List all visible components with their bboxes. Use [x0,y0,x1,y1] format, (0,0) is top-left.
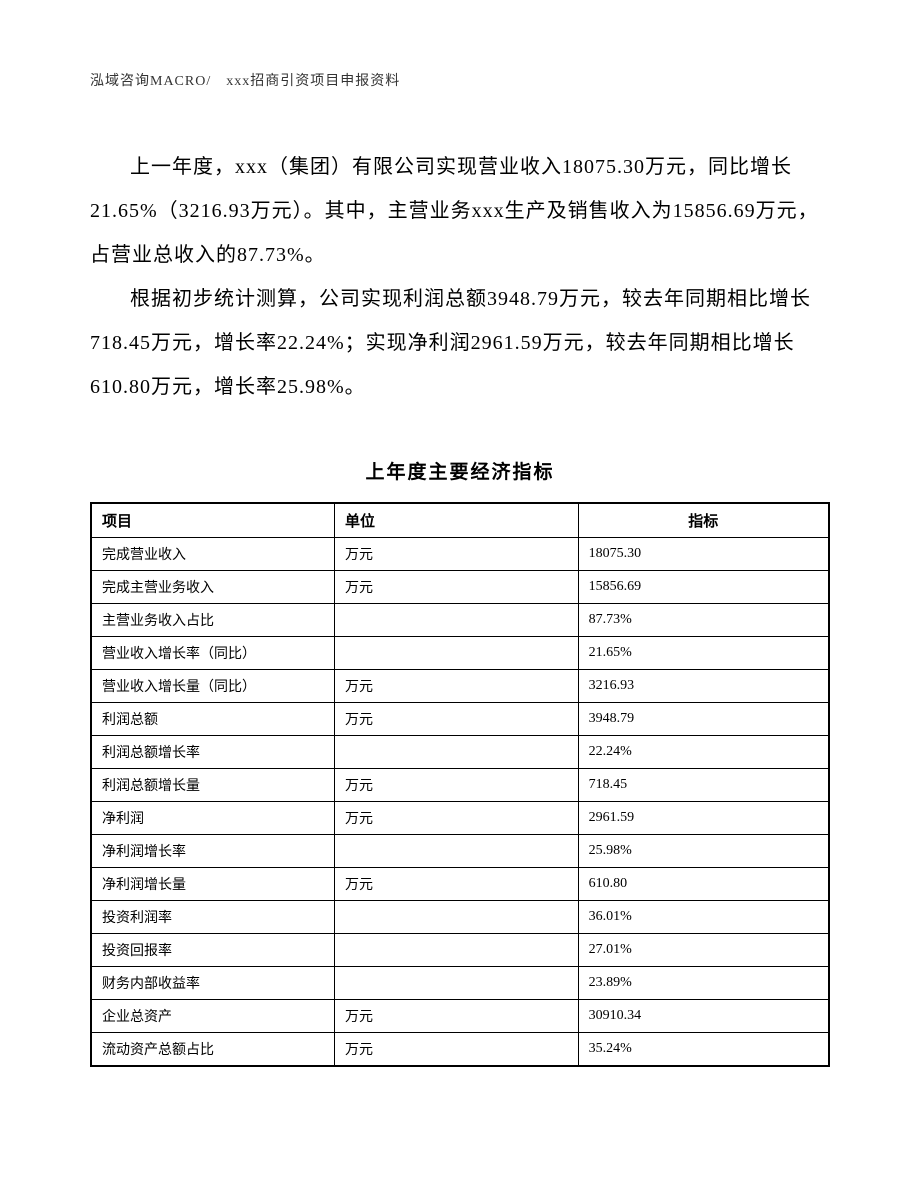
table-row: 投资回报率 27.01% [91,934,829,967]
table-cell-item: 利润总额 [91,703,335,736]
table-cell-item: 净利润 [91,802,335,835]
table-row: 主营业务收入占比 87.73% [91,604,829,637]
paragraph-1: 上一年度，xxx（集团）有限公司实现营业收入18075.30万元，同比增长21.… [90,145,830,277]
table-cell-value: 3216.93 [578,670,829,703]
table-row: 营业收入增长量（同比）万元3216.93 [91,670,829,703]
table-cell-item: 营业收入增长量（同比） [91,670,335,703]
table-title: 上年度主要经济指标 [90,457,830,484]
table-cell-value: 15856.69 [578,571,829,604]
table-cell-item: 投资回报率 [91,934,335,967]
table-cell-value: 25.98% [578,835,829,868]
table-cell-item: 净利润增长量 [91,868,335,901]
table-cell-item: 主营业务收入占比 [91,604,335,637]
table-cell-unit [335,901,579,934]
table-cell-unit: 万元 [335,1033,579,1067]
table-row: 企业总资产万元30910.34 [91,1000,829,1033]
table-cell-unit: 万元 [335,571,579,604]
table-row: 净利润万元2961.59 [91,802,829,835]
table-cell-unit [335,604,579,637]
table-row: 财务内部收益率 23.89% [91,967,829,1000]
page-header: 泓域咨询MACRO/ xxx招商引资项目申报资料 [90,70,830,90]
table-cell-item: 完成营业收入 [91,538,335,571]
table-header-row: 项目 单位 指标 [91,503,829,538]
table-cell-item: 财务内部收益率 [91,967,335,1000]
table-header-unit: 单位 [335,503,579,538]
table-row: 利润总额万元3948.79 [91,703,829,736]
table-row: 净利润增长率 25.98% [91,835,829,868]
table-cell-unit: 万元 [335,868,579,901]
table-cell-item: 流动资产总额占比 [91,1033,335,1067]
table-cell-value: 36.01% [578,901,829,934]
table-cell-item: 利润总额增长量 [91,769,335,802]
table-row: 完成主营业务收入万元15856.69 [91,571,829,604]
paragraph-2: 根据初步统计测算，公司实现利润总额3948.79万元，较去年同期相比增长718.… [90,277,830,409]
table-cell-item: 投资利润率 [91,901,335,934]
table-row: 流动资产总额占比万元35.24% [91,1033,829,1067]
table-cell-value: 30910.34 [578,1000,829,1033]
table-cell-unit [335,967,579,1000]
table-cell-unit: 万元 [335,802,579,835]
table-cell-unit [335,835,579,868]
table-row: 利润总额增长量万元718.45 [91,769,829,802]
table-cell-value: 3948.79 [578,703,829,736]
table-cell-item: 完成主营业务收入 [91,571,335,604]
table-cell-value: 35.24% [578,1033,829,1067]
table-row: 营业收入增长率（同比） 21.65% [91,637,829,670]
table-cell-value: 718.45 [578,769,829,802]
table-row: 净利润增长量万元610.80 [91,868,829,901]
table-cell-value: 27.01% [578,934,829,967]
table-cell-value: 23.89% [578,967,829,1000]
table-cell-unit: 万元 [335,1000,579,1033]
table-cell-value: 22.24% [578,736,829,769]
table-header-value: 指标 [578,503,829,538]
table-cell-unit: 万元 [335,769,579,802]
table-cell-value: 87.73% [578,604,829,637]
table-cell-unit: 万元 [335,670,579,703]
table-row: 完成营业收入万元18075.30 [91,538,829,571]
table-cell-unit: 万元 [335,703,579,736]
table-body: 完成营业收入万元18075.30完成主营业务收入万元15856.69主营业务收入… [91,538,829,1067]
table-cell-item: 营业收入增长率（同比） [91,637,335,670]
table-cell-unit [335,934,579,967]
table-cell-value: 18075.30 [578,538,829,571]
table-cell-item: 利润总额增长率 [91,736,335,769]
table-header-item: 项目 [91,503,335,538]
table-row: 投资利润率 36.01% [91,901,829,934]
table-cell-item: 净利润增长率 [91,835,335,868]
table-row: 利润总额增长率 22.24% [91,736,829,769]
table-cell-item: 企业总资产 [91,1000,335,1033]
table-cell-value: 2961.59 [578,802,829,835]
table-cell-value: 21.65% [578,637,829,670]
table-cell-value: 610.80 [578,868,829,901]
table-cell-unit [335,736,579,769]
economic-indicators-table: 项目 单位 指标 完成营业收入万元18075.30完成主营业务收入万元15856… [90,502,830,1067]
table-cell-unit [335,637,579,670]
table-cell-unit: 万元 [335,538,579,571]
